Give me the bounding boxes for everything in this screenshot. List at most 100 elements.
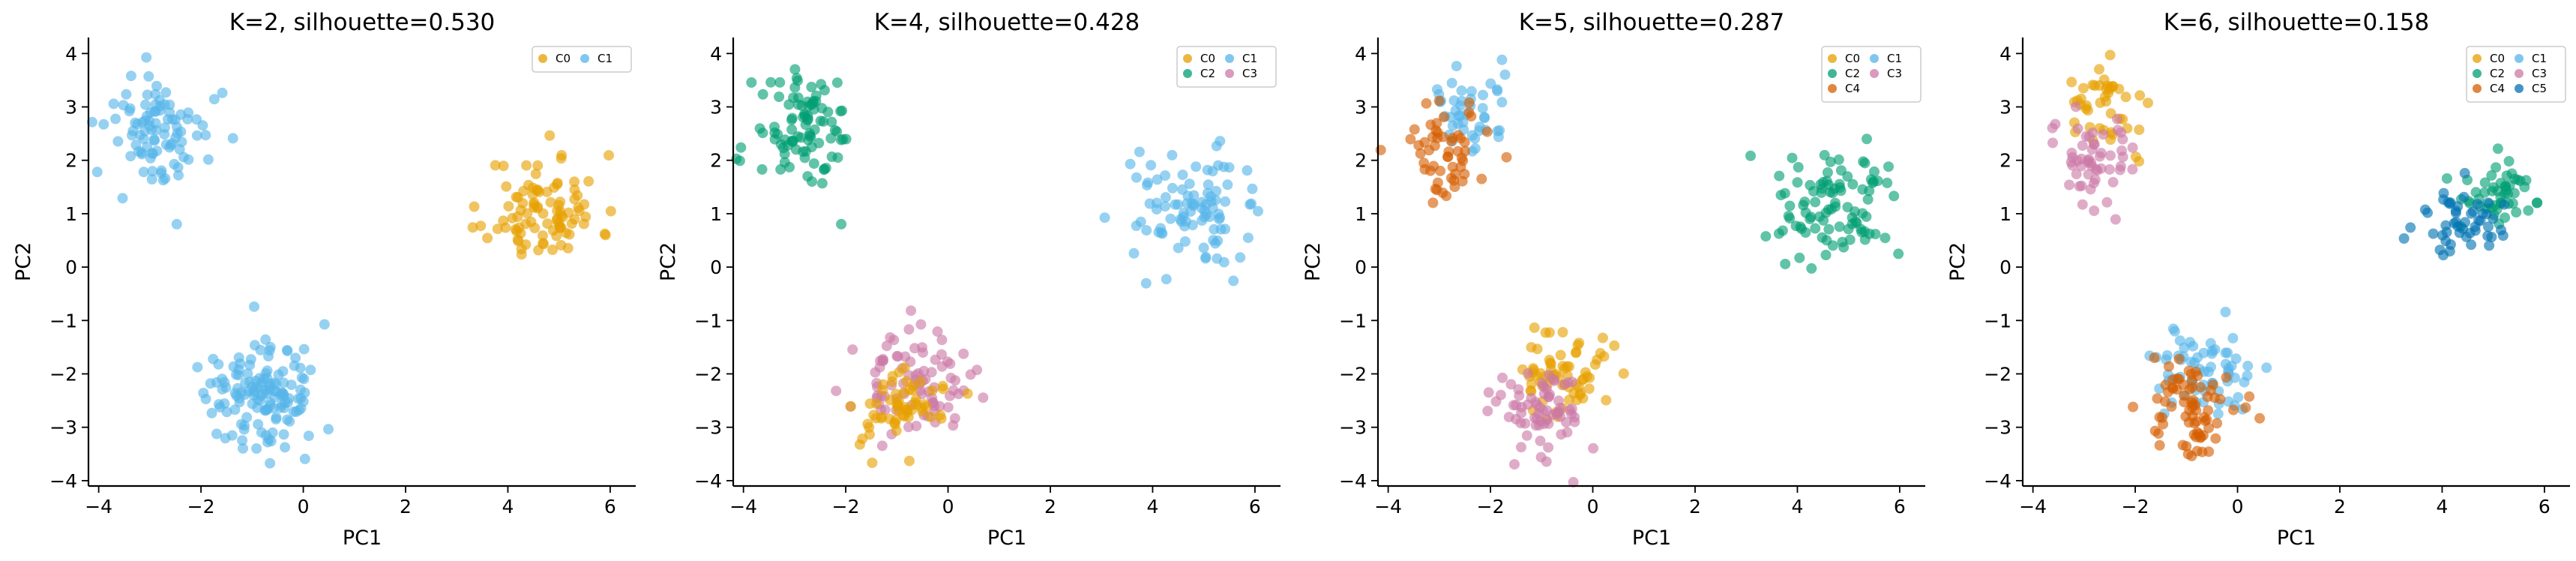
point-c2	[2492, 185, 2503, 196]
x-tick-label: 0	[2232, 496, 2244, 518]
point-c0	[1601, 394, 1612, 406]
point-c1	[1212, 235, 1224, 246]
point-c1	[1135, 216, 1146, 227]
point-c3	[1523, 368, 1533, 379]
x-tick-label: −4	[1374, 496, 1402, 518]
point-c1	[191, 130, 202, 141]
point-c2	[1882, 177, 1893, 188]
legend-marker	[2515, 54, 2524, 63]
point-c2	[789, 64, 801, 75]
y-tick-label: 1	[710, 203, 722, 225]
point-c1	[1152, 174, 1163, 185]
point-c1	[174, 144, 185, 155]
x-tick-label: 2	[2334, 496, 2346, 518]
point-c4	[1501, 152, 1512, 163]
legend-label: C1	[1242, 52, 1257, 65]
point-c0	[2107, 81, 2118, 92]
point-c0	[569, 176, 580, 188]
point-c1	[2188, 340, 2199, 352]
point-c2	[837, 134, 849, 145]
point-c0	[1583, 383, 1595, 394]
point-c0	[892, 401, 903, 412]
point-c0	[1535, 368, 1546, 379]
point-c2	[806, 99, 817, 110]
point-c1	[1141, 225, 1152, 236]
y-tick-label: 3	[1355, 97, 1367, 118]
point-c1	[154, 94, 166, 106]
point-c0	[2098, 74, 2110, 86]
point-c5	[2483, 221, 2494, 232]
x-axis-label: PC1	[987, 526, 1026, 550]
x-tick-label: −4	[2019, 496, 2047, 518]
point-c3	[1541, 456, 1552, 467]
point-c1	[1466, 86, 1477, 97]
point-c0	[2143, 98, 2153, 109]
point-c3	[978, 392, 989, 404]
legend-marker	[1225, 69, 1234, 78]
point-c4	[2179, 390, 2190, 401]
point-c3	[2089, 174, 2101, 185]
legend-item-c1: C1	[1225, 52, 1257, 65]
point-c2	[798, 146, 809, 158]
point-c0	[490, 160, 501, 171]
point-c3	[1543, 442, 1554, 453]
point-c0	[583, 176, 595, 187]
x-axis-label: PC1	[343, 526, 382, 550]
legend-item-c0: C0	[1183, 52, 1215, 65]
point-c1	[1178, 208, 1189, 219]
point-c2	[2491, 162, 2502, 173]
point-c2	[2501, 170, 2512, 182]
point-c1	[121, 88, 132, 100]
point-c2	[806, 142, 817, 153]
point-c3	[2076, 160, 2087, 172]
point-c3	[881, 340, 892, 352]
point-c3	[1516, 442, 1526, 453]
point-c0	[2134, 124, 2145, 135]
y-axis-label: PC2	[657, 242, 680, 281]
point-c0	[1557, 327, 1568, 338]
point-c1	[142, 142, 153, 152]
point-c0	[891, 415, 902, 425]
point-c2	[2523, 205, 2534, 216]
point-c1	[162, 114, 173, 125]
point-c3	[888, 334, 900, 346]
panel-3: K=5, silhouette=0.287 −4 −2 0 2 4 6 −4 −3 −2 −1 0 1 2…	[1301, 9, 1925, 550]
point-c3	[2105, 150, 2116, 161]
point-c1	[145, 106, 156, 118]
point-c3	[932, 326, 943, 338]
point-c3	[1543, 418, 1554, 429]
point-c2	[809, 124, 820, 135]
point-c1	[1184, 178, 1195, 190]
point-c3	[2117, 152, 2128, 163]
y-tick-label: −3	[694, 417, 722, 439]
point-c1	[1186, 198, 1197, 209]
point-c1	[198, 388, 209, 398]
x-tick-label: 6	[604, 496, 616, 518]
point-c1	[1140, 278, 1152, 289]
point-c1	[2261, 362, 2272, 374]
panel-4: K=6, silhouette=0.158 −4 −2 0 2 4 6 −4 −3 −2 −1 0 1 2…	[1946, 9, 2570, 550]
point-c4	[2195, 382, 2206, 393]
point-c4	[1405, 134, 1416, 145]
legend-marker	[1183, 54, 1192, 63]
point-c5	[2464, 227, 2476, 238]
point-c0	[552, 213, 563, 224]
point-c3	[911, 421, 922, 431]
point-c3	[1588, 442, 1599, 454]
point-c1	[2242, 360, 2254, 371]
point-c0	[1529, 322, 1540, 333]
point-c4	[1419, 164, 1430, 175]
point-c2	[1780, 259, 1791, 269]
panel-1: K=2, silhouette=0.530 −4 −2 0 2 4 6 −4 −3 −2 −1 0 1 2…	[12, 9, 636, 550]
point-c2	[1779, 188, 1790, 199]
point-c5	[2438, 250, 2449, 261]
point-c0	[516, 244, 527, 254]
legend-item-c0: C0	[2473, 52, 2505, 65]
point-c1	[86, 116, 97, 128]
point-c0	[518, 185, 529, 196]
point-c3	[2112, 113, 2122, 124]
point-c4	[1433, 95, 1445, 106]
legend-item-c0: C0	[538, 52, 571, 65]
point-c4	[1430, 183, 1441, 194]
point-c1	[2227, 332, 2239, 344]
